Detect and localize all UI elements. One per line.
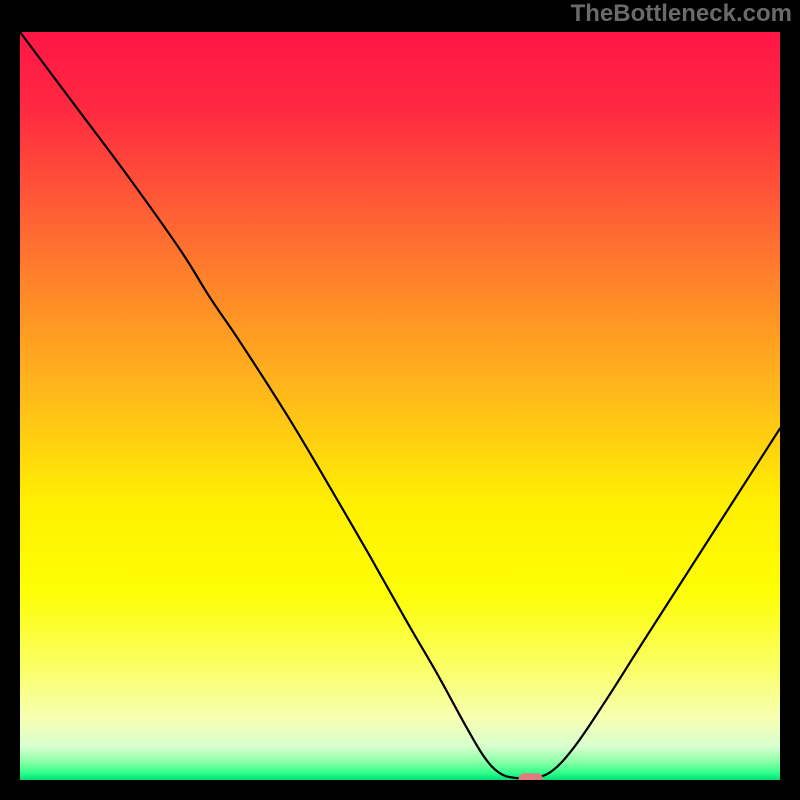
- frame-right: [780, 0, 800, 800]
- bottleneck-chart: [0, 0, 800, 800]
- plot-background: [20, 32, 780, 780]
- frame-left: [0, 0, 20, 800]
- frame-bottom: [0, 780, 800, 800]
- chart-container: TheBottleneck.com: [0, 0, 800, 800]
- watermark-label: TheBottleneck.com: [571, 0, 792, 28]
